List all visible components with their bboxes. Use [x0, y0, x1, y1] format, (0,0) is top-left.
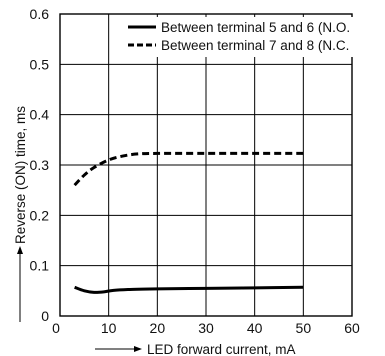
series-lines — [73, 151, 304, 294]
x-tick-label: 30 — [198, 320, 214, 336]
y-axis-title: Reverse (ON) time, ms — [13, 106, 28, 244]
x-tick-label: 50 — [296, 320, 312, 336]
x-axis-title: LED forward current, mA — [147, 342, 296, 356]
legend-label-1: Between terminal 5 and 6 (N.O. — [161, 20, 350, 35]
y-tick-label: 0.2 — [30, 207, 50, 223]
y-tick-label: 0.4 — [30, 107, 50, 123]
y-axis-arrow-head — [17, 246, 23, 254]
tick-labels: 0 10 20 30 40 50 60 0 0.1 0.2 0.3 0.4 0.5 0.6 — [30, 6, 360, 336]
y-tick-label: 0 — [41, 308, 49, 324]
y-tick-label: 0.3 — [30, 157, 50, 173]
legend-box — [125, 17, 385, 57]
plot-frame — [59, 13, 353, 317]
legend: Between terminal 5 and 6 (N.O. Between te… — [125, 17, 385, 57]
y-tick-label: 0.6 — [30, 6, 50, 22]
x-tick-label: 20 — [150, 320, 166, 336]
y-tick-label: 0.1 — [30, 258, 50, 274]
x-tick-label: 40 — [247, 320, 263, 336]
series-line-2 — [73, 151, 304, 187]
grid-lines — [60, 14, 352, 316]
x-tick-label-origin: 0 — [52, 320, 60, 336]
x-axis-title-group: LED forward current, mA — [95, 342, 296, 356]
x-axis-arrow-head — [134, 346, 142, 352]
legend-label-2: Between terminal 7 and 8 (N.C. — [161, 38, 349, 53]
x-tick-label: 10 — [101, 320, 117, 336]
x-tick-label: 60 — [344, 320, 360, 336]
y-axis-title-group: Reverse (ON) time, ms — [13, 106, 28, 322]
y-tick-label: 0.5 — [30, 56, 50, 72]
series-line-1 — [74, 285, 304, 294]
